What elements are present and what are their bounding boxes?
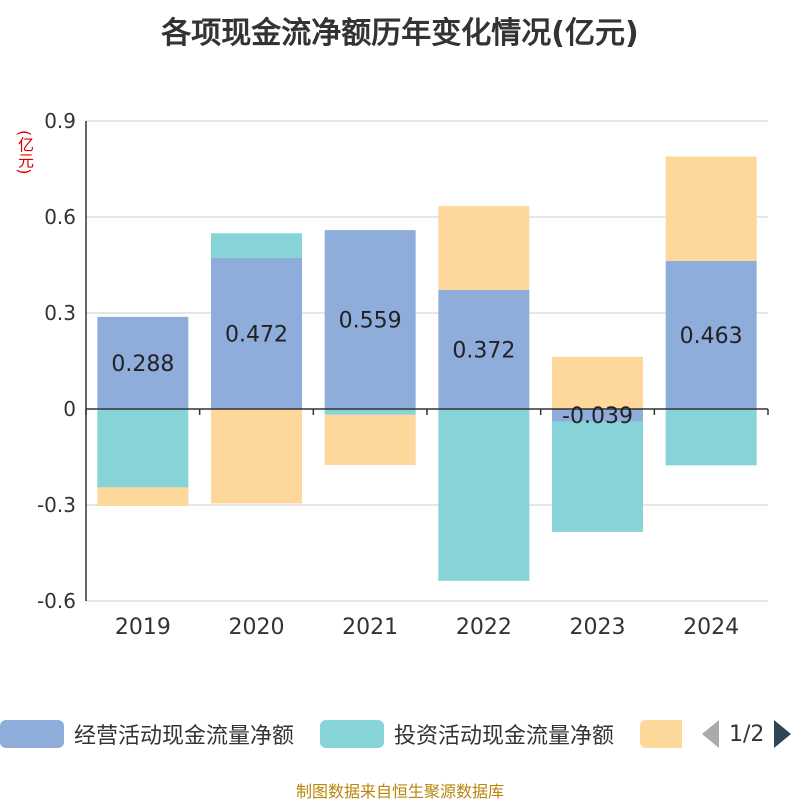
bar-third-2020 bbox=[211, 409, 302, 504]
bar-operating-2020 bbox=[211, 257, 302, 409]
legend-pager: 1/2 bbox=[702, 716, 792, 752]
y-tick-label: 0 bbox=[63, 397, 76, 421]
bar-investing-2021 bbox=[324, 409, 416, 415]
y-tick-label: 0.3 bbox=[44, 301, 76, 325]
bar-investing-2024 bbox=[665, 409, 757, 466]
bar-investing-2019 bbox=[97, 409, 189, 488]
bar-investing-2020 bbox=[211, 233, 302, 258]
bar-operating-2023 bbox=[552, 409, 643, 422]
data-source-note: 制图数据来自恒生聚源数据库 bbox=[295, 782, 504, 801]
data-label: 0.463 bbox=[680, 324, 743, 349]
bar-operating-2021 bbox=[324, 230, 416, 409]
bar-operating-2024 bbox=[665, 260, 757, 409]
data-label: -0.039 bbox=[562, 404, 633, 429]
x-tick-label: 2023 bbox=[570, 615, 626, 640]
data-label: 0.288 bbox=[111, 352, 174, 377]
x-tick-label: 2019 bbox=[115, 615, 171, 640]
next-page-icon[interactable] bbox=[774, 720, 792, 748]
bar-operating-2019 bbox=[97, 316, 189, 409]
bar-third-2019 bbox=[97, 487, 189, 506]
legend-label-operating: 经营活动现金流量净额 bbox=[74, 724, 295, 749]
legend-label-investing: 投资活动现金流量净额 bbox=[394, 724, 615, 749]
chart-canvas: 0.9 0.6 0.3 0 -0.3 -0.6 0.288 0.472 0.559 0.372 -0… bbox=[37, 109, 769, 640]
y-tick-label: 0.6 bbox=[44, 205, 76, 229]
y-tick-label: 0.9 bbox=[44, 109, 76, 133]
legend-item-operating[interactable]: 经营活动现金流量净额 bbox=[0, 716, 294, 752]
previous-page-icon[interactable] bbox=[702, 720, 719, 748]
legend: 经营活动现金流量净额 投资活动现金流量净额 1/2 bbox=[0, 716, 800, 756]
bar-investing-2022 bbox=[438, 409, 530, 581]
y-tick-label: -0.3 bbox=[37, 493, 76, 517]
x-tick-label: 2020 bbox=[229, 615, 285, 640]
y-tick-label: -0.6 bbox=[37, 589, 76, 613]
bar-third-2023 bbox=[552, 356, 643, 409]
legend-page-indicator: 1/2 bbox=[729, 721, 765, 747]
bar-third-2021 bbox=[324, 414, 416, 465]
legend-item-third[interactable] bbox=[640, 716, 682, 752]
bar-third-2022 bbox=[438, 206, 530, 290]
chart-title: 各项现金流净额历年变化情况(亿元) bbox=[161, 16, 639, 51]
x-tick-label: 2021 bbox=[342, 615, 398, 640]
x-tick-label: 2024 bbox=[683, 615, 739, 640]
data-label: 0.559 bbox=[339, 309, 402, 334]
legend-item-investing[interactable]: 投资活动现金流量净额 bbox=[320, 716, 614, 752]
bar-operating-2022 bbox=[438, 289, 530, 409]
legend-swatch-investing bbox=[320, 720, 384, 748]
bar-investing-2023 bbox=[552, 421, 643, 532]
data-label: 0.372 bbox=[452, 338, 515, 363]
legend-swatch-third bbox=[640, 720, 682, 748]
y-axis-unit-label: (亿元) bbox=[15, 129, 34, 175]
x-tick-label: 2022 bbox=[456, 615, 512, 640]
data-label: 0.472 bbox=[225, 322, 288, 347]
bar-third-2024 bbox=[665, 156, 757, 261]
legend-swatch-operating bbox=[0, 720, 64, 748]
